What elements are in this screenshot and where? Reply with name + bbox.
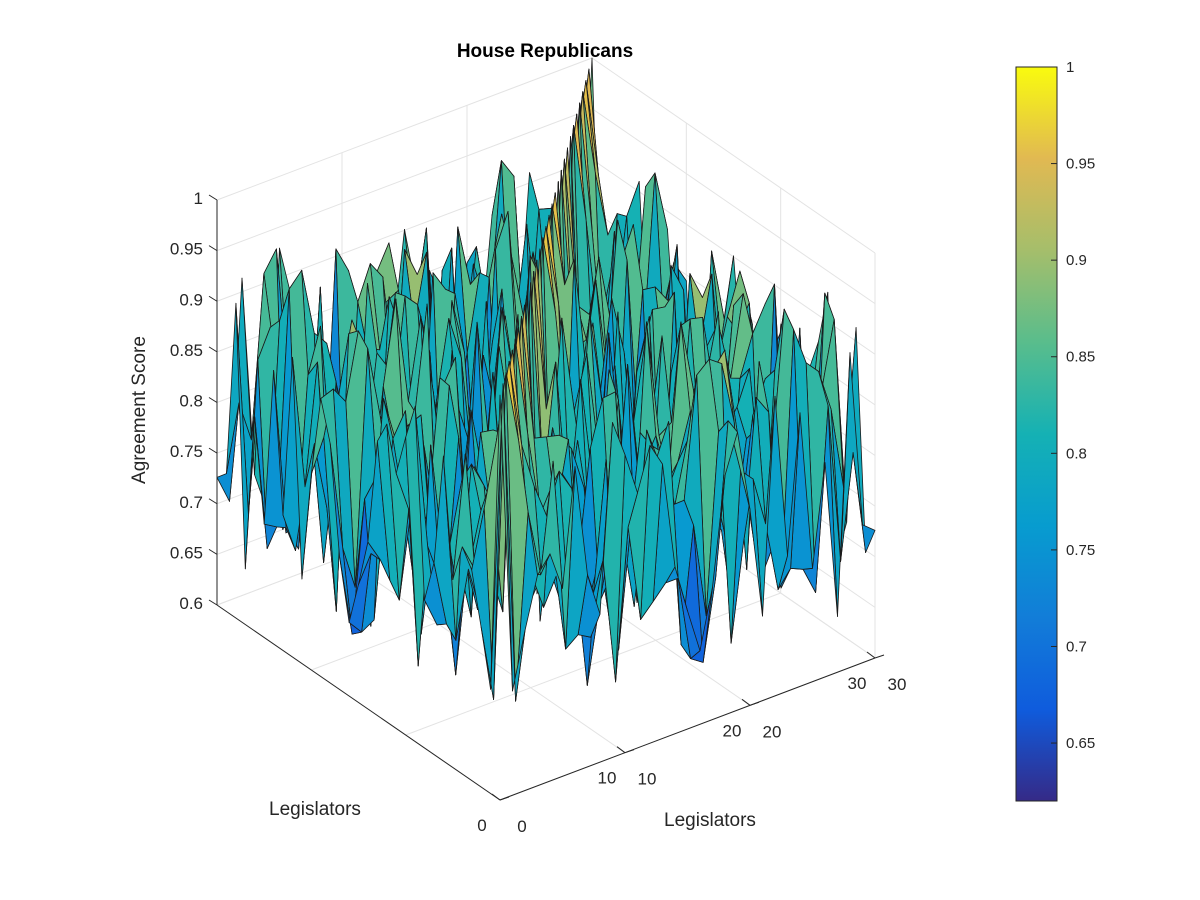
z-tick xyxy=(208,397,218,403)
z-tick-label: 0.95 xyxy=(170,240,203,259)
x-tick xyxy=(616,746,626,754)
x-tick-label: 0 xyxy=(517,817,526,836)
y-tick xyxy=(624,749,635,754)
y-tick-label: 10 xyxy=(598,769,617,788)
z-tick-label: 0.7 xyxy=(179,493,203,512)
colorbar-tick-label: 0.9 xyxy=(1066,252,1087,269)
z-tick-label: 0.65 xyxy=(170,543,203,562)
y-tick xyxy=(749,701,760,706)
z-tick xyxy=(208,295,218,302)
x-tick xyxy=(866,651,876,659)
y-tick-label: 20 xyxy=(723,721,742,740)
z-tick-label: 1 xyxy=(194,189,203,208)
y-axis-label: Legislators xyxy=(269,799,361,820)
colorbar-tick-label: 0.95 xyxy=(1066,156,1095,173)
x-tick-label: 30 xyxy=(888,675,907,694)
z-tick xyxy=(208,548,218,555)
colorbar-tick-label: 1 xyxy=(1066,59,1074,76)
z-tick-label: 0.6 xyxy=(179,594,203,613)
side-wall-grid-line xyxy=(591,57,876,254)
z-tick-label: 0.8 xyxy=(179,392,203,411)
surface-patch xyxy=(490,383,513,692)
z-tick xyxy=(208,346,218,353)
z-tick xyxy=(208,447,218,454)
y-tick-label: 30 xyxy=(848,674,867,693)
z-tick xyxy=(208,194,218,201)
colorbar-tick-label: 0.75 xyxy=(1066,542,1095,559)
colorbar-gradient xyxy=(1015,66,1058,802)
surface-plot xyxy=(216,57,876,702)
axis-ticks: 0 10 20 30 0 10 20 30 0.6 0.65 0.7 0.75 0.8 0.85 0.9 0.… xyxy=(170,189,907,836)
side-wall-grid-line xyxy=(591,108,876,305)
z-tick xyxy=(208,245,218,252)
colorbar-tick-label: 0.7 xyxy=(1066,638,1087,655)
x-tick xyxy=(741,698,751,706)
back-wall-grid-line xyxy=(216,57,593,201)
z-axis-label: Agreement Score xyxy=(129,336,150,484)
floor-grid-line xyxy=(341,557,626,754)
z-tick-label: 0.75 xyxy=(170,442,203,461)
chart-title: House Republicans xyxy=(457,41,633,62)
y-tick xyxy=(499,796,510,801)
x-tick-label: 10 xyxy=(638,770,657,789)
colorbar-tick-label: 0.8 xyxy=(1066,445,1087,462)
colorbar-tick-label: 0.65 xyxy=(1066,735,1095,752)
back-wall-grid-line xyxy=(216,108,593,252)
y-tick xyxy=(874,654,885,659)
z-tick xyxy=(208,498,218,505)
x-tick-label: 20 xyxy=(763,722,782,741)
z-tick-label: 0.9 xyxy=(179,290,203,309)
z-tick-label: 0.85 xyxy=(170,341,203,360)
y-tick-label: 0 xyxy=(477,816,486,835)
y-axis-line xyxy=(216,604,501,801)
x-axis-label: Legislators xyxy=(664,810,756,831)
x-axis-line xyxy=(499,657,876,801)
colorbar: 0.65 0.7 0.75 0.8 0.85 0.9 0.95 1 xyxy=(1015,59,1095,802)
floor-grid-line xyxy=(405,592,781,736)
colorbar-tick-label: 0.85 xyxy=(1066,349,1095,366)
x-tick xyxy=(491,793,501,801)
z-tick xyxy=(208,599,218,606)
